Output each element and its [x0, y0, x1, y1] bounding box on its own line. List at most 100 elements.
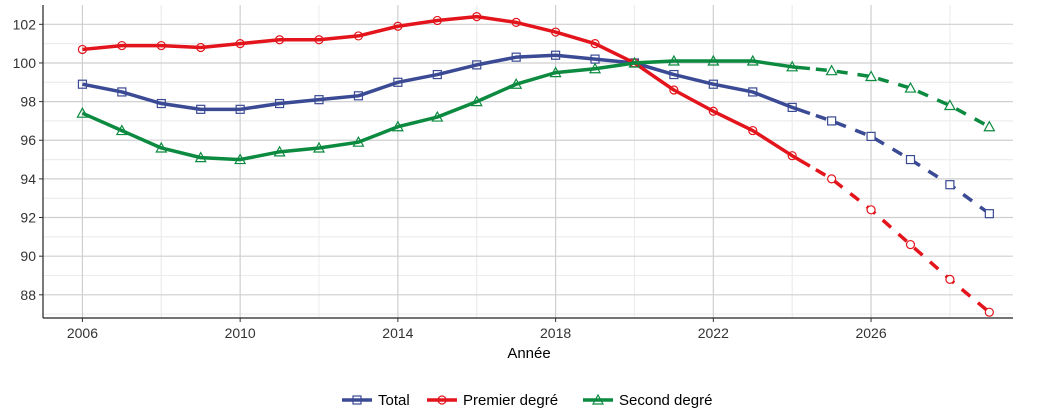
- data-point: [667, 54, 680, 66]
- y-tick-labels: 88 90 92 94 96 98 100 102: [13, 16, 37, 302]
- data-point: [708, 79, 718, 89]
- data-point: [787, 102, 797, 113]
- series-premier-degr: [77, 11, 994, 317]
- y-tick-label: 102: [13, 16, 37, 32]
- y-tick-label: 96: [20, 132, 36, 148]
- major-gridlines: [43, 5, 1013, 318]
- legend-label: Second degré: [619, 392, 712, 409]
- series-line-observed: [82, 53, 811, 116]
- legend-item: Total: [342, 392, 410, 409]
- x-tick-label: 2022: [698, 325, 729, 341]
- data-point: [235, 104, 245, 114]
- data-point: [393, 21, 403, 31]
- data-point: [549, 66, 562, 78]
- legend-swatch-marker: [591, 393, 605, 405]
- data-point: [984, 307, 994, 317]
- x-tick-label: 2010: [225, 325, 256, 341]
- data-point: [432, 15, 442, 26]
- data-point: [787, 151, 797, 161]
- y-tick-label: 100: [13, 55, 37, 71]
- data-point: [391, 120, 404, 132]
- data-point: [393, 77, 403, 87]
- legend-swatch-marker: [437, 395, 447, 405]
- data-point: [117, 40, 127, 51]
- data-point: [273, 145, 286, 157]
- series-line-projected: [814, 168, 991, 314]
- data-point: [669, 85, 679, 95]
- data-point: [511, 52, 521, 62]
- data-point: [194, 151, 207, 163]
- data-point: [904, 81, 917, 93]
- data-point: [905, 154, 916, 165]
- data-point: [945, 180, 955, 190]
- data-point: [274, 98, 285, 109]
- data-point: [115, 124, 128, 136]
- data-point: [827, 116, 837, 126]
- series-line-projected: [815, 113, 991, 216]
- minor-gridlines: [43, 5, 1013, 318]
- data-point: [156, 98, 166, 109]
- data-point: [77, 44, 88, 55]
- data-point: [905, 239, 916, 250]
- data-point: [431, 110, 444, 122]
- x-tick-label: 2026: [855, 325, 886, 341]
- data-point: [511, 17, 521, 27]
- x-tick-labels: 2006 2010 2014 2018 2022 2026: [67, 325, 887, 341]
- x-tick-label: 2006: [67, 325, 98, 341]
- data-point: [235, 39, 245, 49]
- data-point: [432, 69, 442, 80]
- legend-item: Second degré: [583, 392, 712, 409]
- data-point: [786, 60, 799, 72]
- data-point: [353, 31, 364, 41]
- data-point: [314, 95, 324, 105]
- data-point: [196, 104, 206, 114]
- data-point: [827, 174, 837, 184]
- data-point: [748, 125, 758, 136]
- data-point: [77, 79, 88, 89]
- series-line-observed: [82, 14, 811, 168]
- y-tick-label: 88: [20, 287, 36, 303]
- data-point: [748, 87, 758, 97]
- data-point: [76, 106, 89, 118]
- axes: [39, 5, 1013, 322]
- data-point: [945, 274, 955, 284]
- series-total: [77, 50, 994, 219]
- data-point: [866, 205, 876, 215]
- data-point: [353, 91, 364, 101]
- data-point: [943, 99, 956, 111]
- series-second-degr: [76, 54, 996, 165]
- series-line-observed: [81, 59, 811, 162]
- data-point: [470, 95, 483, 107]
- data-point: [352, 135, 365, 147]
- legend-label: Premier degré: [463, 392, 558, 409]
- data-point: [274, 35, 285, 45]
- x-axis-title: Année: [507, 345, 550, 362]
- data-point: [589, 62, 602, 74]
- data-point: [746, 54, 759, 66]
- data-point: [708, 106, 718, 116]
- data-point: [865, 70, 878, 82]
- data-point: [825, 64, 838, 76]
- data-point: [628, 56, 641, 68]
- x-tick-label: 2018: [540, 325, 571, 341]
- y-tick-label: 98: [20, 94, 36, 110]
- data-point: [155, 141, 168, 153]
- y-tick-label: 94: [20, 171, 36, 187]
- legend: Total Premier degré Second degré: [342, 392, 712, 409]
- legend-item: Premier degré: [427, 392, 558, 409]
- data-point: [156, 40, 166, 51]
- data-point: [472, 60, 482, 70]
- legend-swatch-marker: [352, 395, 362, 405]
- data-point: [551, 27, 561, 37]
- legend-label: Total: [378, 392, 410, 409]
- data-point: [984, 209, 994, 219]
- data-point: [314, 35, 324, 45]
- data-point: [117, 87, 127, 97]
- data-point: [196, 42, 206, 53]
- data-point: [983, 120, 996, 132]
- data-point: [590, 39, 600, 49]
- y-tick-label: 92: [20, 210, 36, 226]
- x-tick-label: 2014: [382, 325, 413, 341]
- series-layer: [76, 11, 996, 317]
